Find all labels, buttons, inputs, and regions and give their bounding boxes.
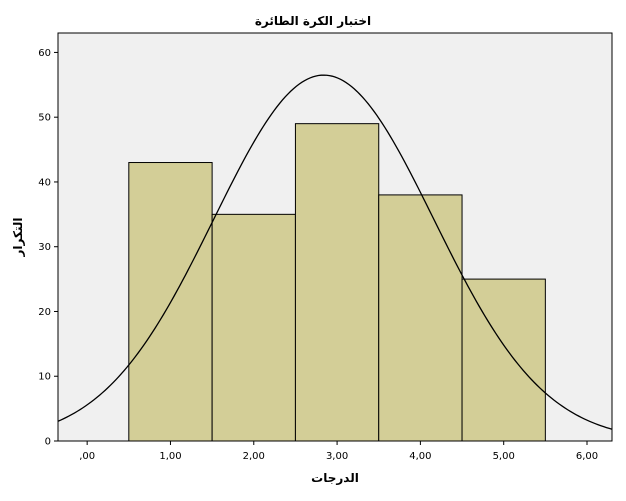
y-tick-label: 40 xyxy=(38,177,51,188)
normal-curve xyxy=(57,74,613,430)
bars-layer xyxy=(128,123,546,442)
x-tick-label: ,00 xyxy=(79,451,95,462)
y-tick-label: 10 xyxy=(38,372,51,383)
x-tick-label: 6,00 xyxy=(576,451,598,462)
histogram-bar-2 xyxy=(211,213,296,442)
y-tick-label: 30 xyxy=(38,242,51,253)
y-axis-title: التكرار xyxy=(11,218,25,258)
y-tick-label: 20 xyxy=(38,307,51,318)
x-axis-title: الدرجات xyxy=(311,471,359,485)
x-tick-label: 2,00 xyxy=(243,451,265,462)
histogram-bar-3 xyxy=(294,123,380,442)
x-tick-label: 5,00 xyxy=(493,451,515,462)
x-tick-label: 1,00 xyxy=(159,451,181,462)
y-tick-label: 60 xyxy=(38,48,51,59)
y-tick-label: 0 xyxy=(45,437,51,448)
y-tick-label: 50 xyxy=(38,113,51,124)
x-tick-label: 3,00 xyxy=(326,451,348,462)
x-tick-label: 4,00 xyxy=(409,451,431,462)
axes-layer: 0 10 20 30 40 50 60 ,00 1,00 2,00 3,00 4,00 5,00 6,00 xyxy=(38,48,598,462)
histogram-bar-4 xyxy=(378,194,463,442)
histogram-bar-5 xyxy=(461,278,546,442)
chart-title: اختبار الكرة الطائرة xyxy=(255,14,371,28)
